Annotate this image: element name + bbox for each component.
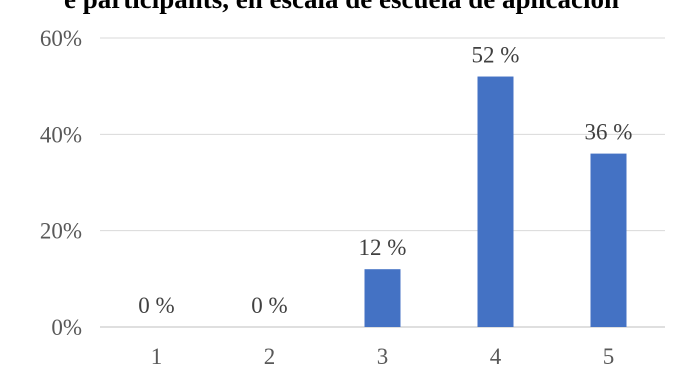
chart-title: e participants, en escala de escuela de … [0, 0, 683, 16]
y-tick-label: 20% [40, 219, 82, 244]
bar-4 [477, 76, 514, 328]
x-tick-label: 4 [490, 344, 502, 369]
y-tick-label: 0% [51, 315, 82, 340]
data-label-2: 0 % [251, 293, 287, 318]
data-label-1: 0 % [138, 293, 174, 318]
x-tick-label: 1 [151, 344, 163, 369]
y-tick-label: 40% [40, 122, 82, 147]
x-tick-label: 3 [377, 344, 389, 369]
y-tick-label: 60% [40, 26, 82, 51]
x-tick-label: 2 [264, 344, 276, 369]
data-label-4: 52 % [472, 43, 520, 68]
data-label-5: 36 % [585, 120, 633, 145]
bar-3 [364, 269, 401, 327]
x-tick-label: 5 [603, 344, 615, 369]
bar-5 [590, 153, 627, 327]
data-label-3: 12 % [359, 235, 407, 260]
